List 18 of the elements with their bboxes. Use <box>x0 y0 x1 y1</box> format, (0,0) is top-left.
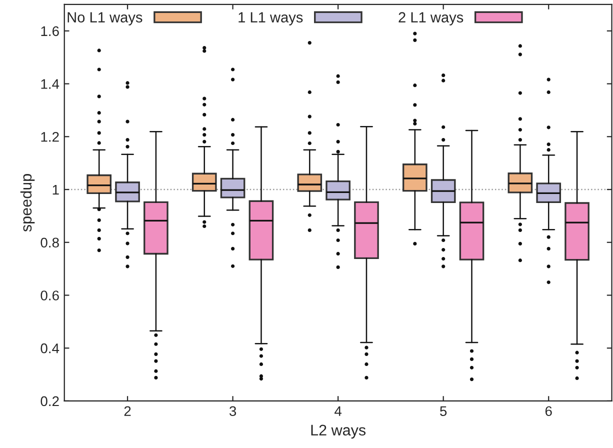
y-tick-label: 0.2 <box>40 396 59 406</box>
legend-label: 1 L1 ways <box>238 12 303 26</box>
x-axis-title: L2 ways <box>311 424 366 439</box>
x-tick-label: 3 <box>229 406 236 416</box>
y-tick-label: 0.8 <box>40 238 59 248</box>
y-tick-label: 1.2 <box>41 132 59 142</box>
y-tick-label: 0.4 <box>40 343 60 354</box>
y-tick-label: 0.6 <box>40 290 59 300</box>
y-axis-title: speedup <box>20 174 35 232</box>
x-tick-label: 5 <box>440 406 447 416</box>
y-tick-label: 1.4 <box>41 79 60 89</box>
legend-label: No L1 ways <box>68 12 142 26</box>
x-tick-label: 4 <box>334 406 342 416</box>
y-tick-label: 1 <box>52 184 59 195</box>
legend-label: 2 L1 ways <box>398 12 464 26</box>
x-tick-label: 2 <box>124 406 131 416</box>
y-tick-label: 1.6 <box>41 26 59 36</box>
x-tick-label: 6 <box>545 406 552 416</box>
